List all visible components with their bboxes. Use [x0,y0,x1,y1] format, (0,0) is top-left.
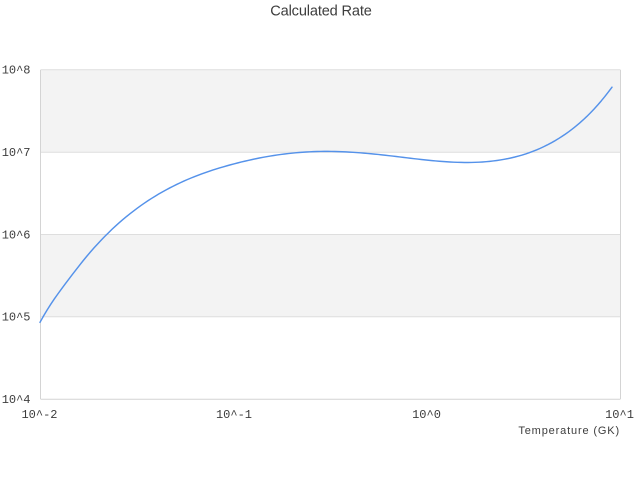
svg-text:10^1: 10^1 [605,408,634,422]
svg-text:Calculated Rate: Calculated Rate [270,4,371,20]
svg-text:10^8: 10^8 [2,64,31,78]
svg-text:10^0: 10^0 [412,408,441,422]
svg-text:10^7: 10^7 [2,146,31,160]
svg-text:10^6: 10^6 [2,229,31,243]
svg-text:10^-1: 10^-1 [216,408,252,422]
svg-text:10^-2: 10^-2 [21,408,57,422]
svg-text:Temperature (GK): Temperature (GK) [518,425,620,437]
svg-text:10^4: 10^4 [2,393,31,407]
svg-text:10^5: 10^5 [2,311,31,325]
